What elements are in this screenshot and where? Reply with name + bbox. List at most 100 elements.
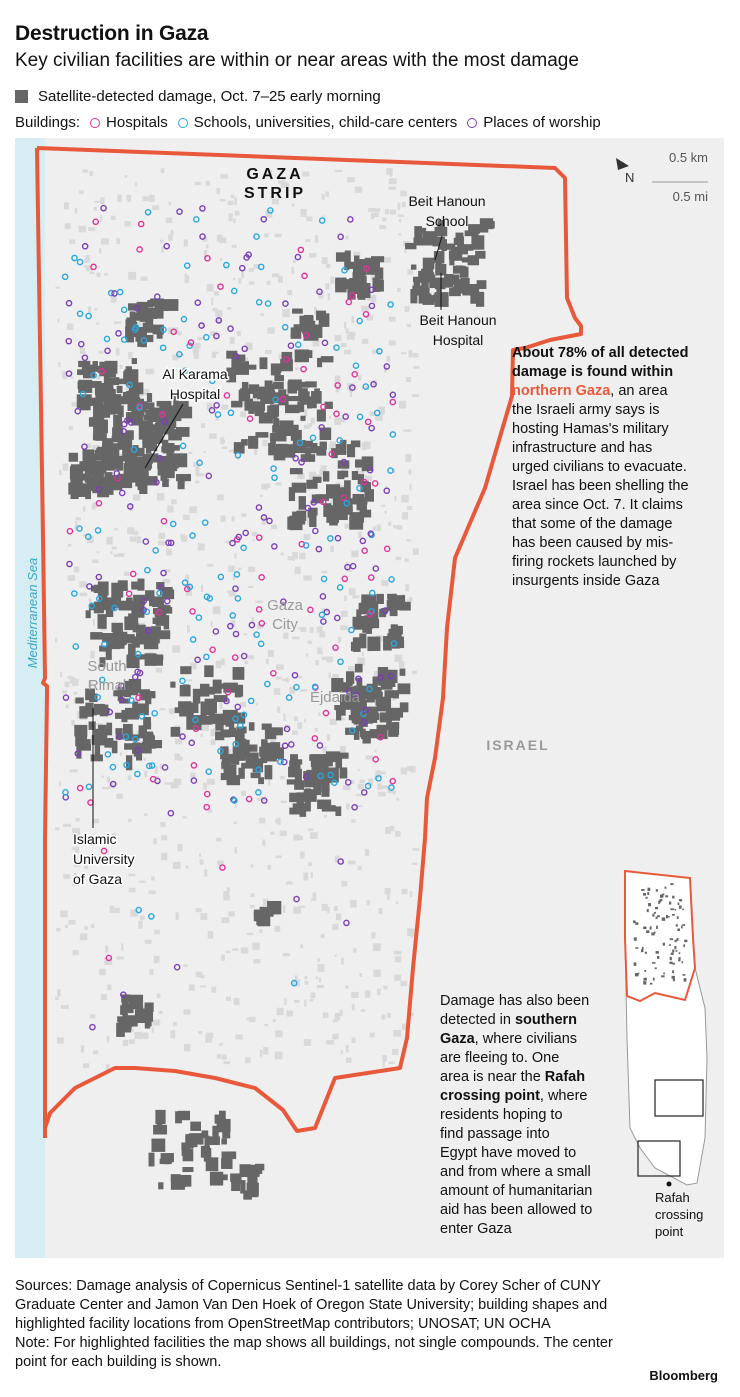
building-block bbox=[73, 691, 78, 695]
damage-patch bbox=[131, 636, 140, 648]
damage-patch bbox=[68, 452, 79, 462]
facility-marker bbox=[190, 762, 198, 769]
building-block bbox=[318, 977, 322, 983]
building-block bbox=[223, 895, 230, 901]
damage-patch bbox=[124, 743, 138, 750]
damage-patch bbox=[349, 516, 364, 530]
inset-damage-dot bbox=[661, 975, 665, 978]
building-block bbox=[117, 194, 122, 202]
inset-damage-dot bbox=[633, 937, 637, 941]
damage-patch bbox=[142, 307, 157, 319]
building-block bbox=[293, 716, 298, 721]
building-block bbox=[114, 528, 118, 531]
facility-marker bbox=[366, 466, 374, 474]
building-block bbox=[389, 209, 397, 215]
facility-marker bbox=[209, 646, 216, 654]
damage-patch bbox=[188, 702, 199, 714]
building-block bbox=[279, 757, 282, 766]
building-block bbox=[328, 444, 335, 451]
inset-damage-dot bbox=[677, 928, 680, 932]
building-block bbox=[392, 1048, 399, 1055]
building-block bbox=[271, 198, 280, 205]
label-beit-hanoun-school-1: Beit Hanoun bbox=[408, 193, 485, 209]
facility-marker bbox=[95, 499, 103, 507]
facility-marker bbox=[241, 345, 249, 353]
damage-patch bbox=[354, 663, 363, 673]
building-block bbox=[98, 248, 102, 254]
building-block bbox=[253, 959, 261, 964]
damage-patch bbox=[452, 286, 468, 294]
facility-marker bbox=[311, 683, 319, 691]
damage-patch bbox=[310, 754, 325, 767]
building-block bbox=[217, 860, 224, 866]
building-block bbox=[245, 1057, 251, 1064]
building-block bbox=[247, 566, 256, 573]
damage-patch bbox=[343, 506, 353, 515]
damage-patch bbox=[334, 705, 344, 711]
facility-marker bbox=[229, 539, 236, 547]
damage-patch bbox=[149, 735, 155, 744]
building-block bbox=[131, 1028, 134, 1033]
facility-marker bbox=[389, 777, 397, 785]
damage-patch bbox=[308, 507, 318, 516]
damage-patch bbox=[102, 633, 116, 642]
building-block bbox=[378, 771, 386, 775]
building-block bbox=[303, 1039, 312, 1046]
legend-schools-label: Schools, universities, child-care center… bbox=[193, 114, 458, 131]
building-block bbox=[149, 969, 154, 975]
facility-marker bbox=[349, 384, 356, 391]
inset-damage-dot bbox=[665, 895, 669, 898]
label-islamic-univ-1: Islamic bbox=[73, 831, 117, 847]
facility-marker bbox=[120, 428, 127, 435]
building-block bbox=[192, 342, 201, 349]
damage-patch bbox=[347, 498, 361, 505]
damage-patch bbox=[139, 743, 152, 754]
building-block bbox=[79, 581, 87, 588]
building-block bbox=[280, 800, 287, 804]
building-block bbox=[350, 899, 357, 908]
damage-patch bbox=[163, 408, 171, 424]
damage-patch bbox=[125, 366, 132, 375]
building-block bbox=[234, 846, 238, 854]
facility-marker bbox=[129, 570, 137, 578]
building-block bbox=[334, 375, 341, 383]
building-block bbox=[154, 765, 158, 774]
building-block bbox=[386, 355, 391, 362]
building-block bbox=[86, 265, 93, 272]
building-block bbox=[381, 1014, 386, 1020]
building-block bbox=[357, 865, 362, 871]
damage-patch bbox=[475, 250, 486, 259]
facility-marker bbox=[229, 612, 237, 619]
building-block bbox=[259, 494, 263, 497]
south-note-line8: find passage into bbox=[440, 1126, 550, 1142]
damage-patch bbox=[204, 665, 214, 678]
building-block bbox=[267, 864, 272, 870]
damage-patch bbox=[471, 235, 485, 250]
building-block bbox=[289, 687, 296, 694]
damage-patch bbox=[355, 725, 364, 732]
building-block bbox=[127, 527, 135, 535]
damage-patch bbox=[213, 695, 228, 703]
damage-patch bbox=[143, 716, 151, 727]
inset-damage-dot bbox=[652, 913, 655, 917]
facility-marker bbox=[264, 680, 271, 688]
damage-patch bbox=[173, 453, 188, 468]
south-note-line4: are fleeing to. One bbox=[440, 1050, 559, 1066]
building-block bbox=[107, 984, 112, 991]
inset-damage-dot bbox=[654, 906, 659, 910]
damage-patch bbox=[140, 460, 152, 471]
damage-patch bbox=[147, 300, 154, 308]
building-block bbox=[59, 469, 62, 476]
damage-patch bbox=[319, 427, 332, 440]
building-block bbox=[303, 872, 309, 881]
facility-marker bbox=[135, 694, 142, 702]
building-block bbox=[388, 316, 396, 322]
south-note-line6b: , where bbox=[540, 1088, 588, 1104]
damage-patch bbox=[279, 420, 294, 431]
damage-patch bbox=[410, 264, 417, 270]
building-block bbox=[195, 908, 202, 913]
building-block bbox=[384, 510, 387, 514]
inset-damage-dot bbox=[671, 975, 675, 979]
damage-patch bbox=[182, 1167, 194, 1173]
facility-marker bbox=[65, 299, 73, 307]
